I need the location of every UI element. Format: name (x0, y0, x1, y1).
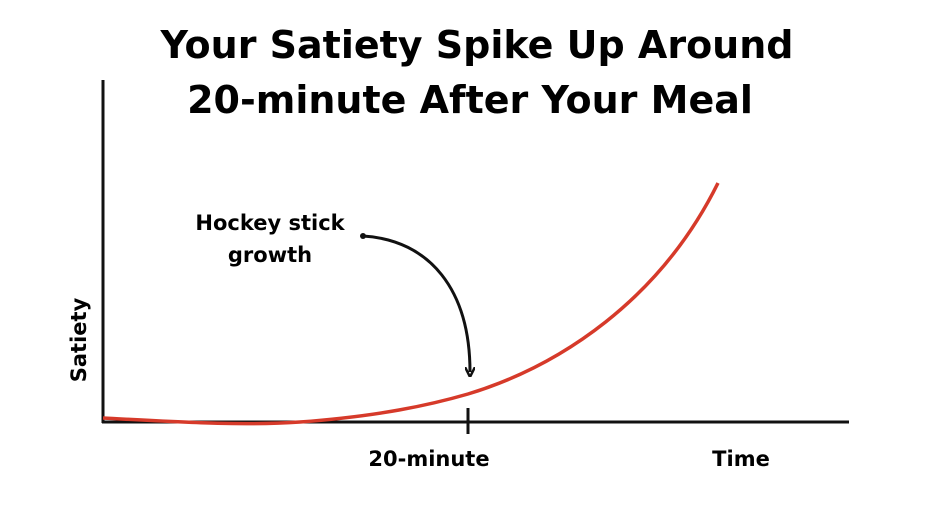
y-axis-label: Satiety (67, 297, 91, 382)
x-marker-label: 20-minute (368, 447, 489, 471)
annotation-line: growth (228, 243, 312, 267)
annotation-arrow (362, 234, 470, 372)
x-axis-label: Time (712, 447, 770, 471)
satiety-curve (102, 182, 720, 426)
title-line: Your Satiety Spike Up Around (160, 23, 794, 67)
annotation-line: Hockey stick (195, 211, 345, 235)
title-line: 20-minute After Your Meal (187, 78, 753, 122)
